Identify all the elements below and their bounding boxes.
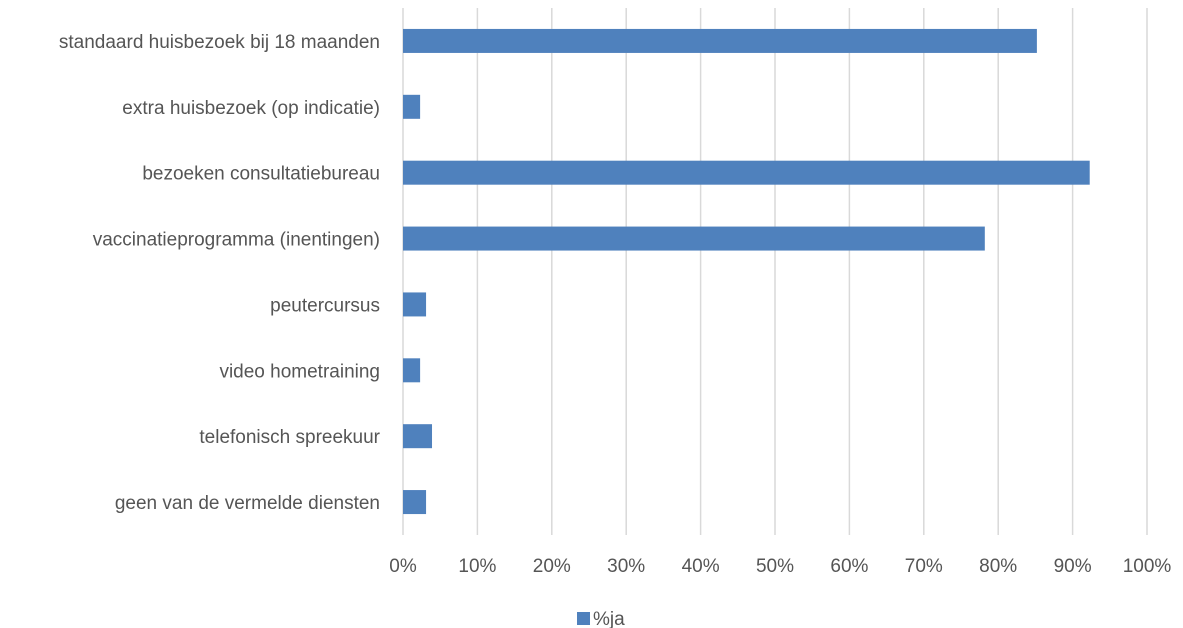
bar-8: [403, 490, 427, 515]
category-label: bezoeken consultatiebureau: [142, 164, 380, 185]
category-label: peutercursus: [270, 295, 380, 316]
category-label: vaccinatieprogramma (inentingen): [93, 230, 380, 251]
category-label: telefonisch spreekuur: [199, 427, 380, 448]
category-label: video hometraining: [219, 361, 380, 382]
x-tick-label: 90%: [1054, 556, 1092, 577]
bar-7: [403, 424, 433, 449]
bar-4: [403, 226, 985, 251]
x-tick-label: 70%: [905, 556, 943, 577]
x-tick-label: 100%: [1123, 556, 1172, 577]
x-tick-label: 30%: [607, 556, 645, 577]
x-tick-label: 10%: [458, 556, 496, 577]
category-label: standaard huisbezoek bij 18 maanden: [59, 32, 380, 53]
x-tick-label: 80%: [979, 556, 1017, 577]
category-labels: standaard huisbezoek bij 18 maanden extra…: [59, 32, 381, 514]
bar-1: [403, 28, 1037, 53]
x-tick-label: 20%: [533, 556, 571, 577]
gridlines: [402, 8, 1148, 535]
x-tick-label: 40%: [682, 556, 720, 577]
legend-swatch: [577, 612, 590, 625]
category-label: extra huisbezoek (op indicatie): [122, 98, 380, 119]
x-tick-label: 60%: [830, 556, 868, 577]
bar-6: [403, 358, 421, 383]
legend: %ja: [577, 609, 625, 628]
bar-2: [403, 94, 421, 119]
legend-label: %ja: [593, 609, 625, 628]
bar-3: [403, 160, 1090, 185]
x-axis-tick-labels: 0% 10% 20% 30% 40% 50% 60% 70% 80% 90% 100%: [389, 556, 1171, 577]
bar-5: [403, 292, 427, 317]
x-tick-label: 50%: [756, 556, 794, 577]
x-tick-label: 0%: [389, 556, 417, 577]
category-label: geen van de vermelde diensten: [115, 493, 380, 514]
bars: [403, 28, 1090, 515]
